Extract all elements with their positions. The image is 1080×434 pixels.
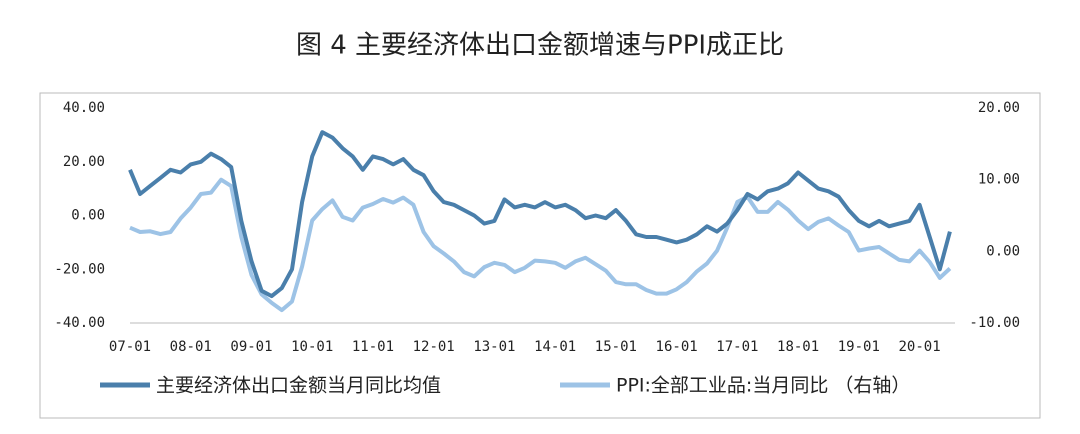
y-tick-label: 40.00 bbox=[63, 100, 105, 116]
y-tick-label: -40.00 bbox=[54, 315, 105, 331]
x-tick-label: 11-01 bbox=[352, 339, 394, 355]
x-tick-label: 09-01 bbox=[230, 339, 272, 355]
x-tick-label: 14-01 bbox=[534, 339, 576, 355]
x-tick-label: 20-01 bbox=[898, 339, 940, 355]
x-tick-label: 15-01 bbox=[595, 339, 637, 355]
data-line bbox=[129, 177, 952, 313]
y2-tick-label: 10.00 bbox=[978, 172, 1020, 188]
y2-tick-label: 20.00 bbox=[978, 100, 1020, 116]
x-tick-label: 16-01 bbox=[656, 339, 698, 355]
chart-frame bbox=[39, 92, 1041, 419]
y-tick-label: 20.00 bbox=[63, 154, 105, 170]
x-tick-label: 17-01 bbox=[716, 339, 758, 355]
x-tick-label: 07-01 bbox=[109, 339, 151, 355]
chart-title: 图 4 主要经济体出口金额增速与PPI成正比 bbox=[296, 31, 784, 61]
legend-label: PPI:全部工业品:当月同比 （右轴） bbox=[616, 375, 910, 397]
y-tick-label: 0.00 bbox=[71, 208, 105, 224]
y2-tick-label: 0.00 bbox=[986, 243, 1020, 259]
x-tick-label: 13-01 bbox=[473, 339, 515, 355]
x-tick-label: 10-01 bbox=[291, 339, 333, 355]
x-tick-label: 12-01 bbox=[413, 339, 455, 355]
y2-tick-label: -10.00 bbox=[969, 315, 1020, 331]
y-tick-label: -20.00 bbox=[54, 261, 105, 277]
data-line bbox=[128, 130, 952, 299]
x-tick-label: 19-01 bbox=[838, 339, 880, 355]
legend-label: 主要经济体出口金额当月同比均值 bbox=[156, 375, 441, 397]
x-tick-label: 08-01 bbox=[170, 339, 212, 355]
x-tick-label: 18-01 bbox=[777, 339, 819, 355]
